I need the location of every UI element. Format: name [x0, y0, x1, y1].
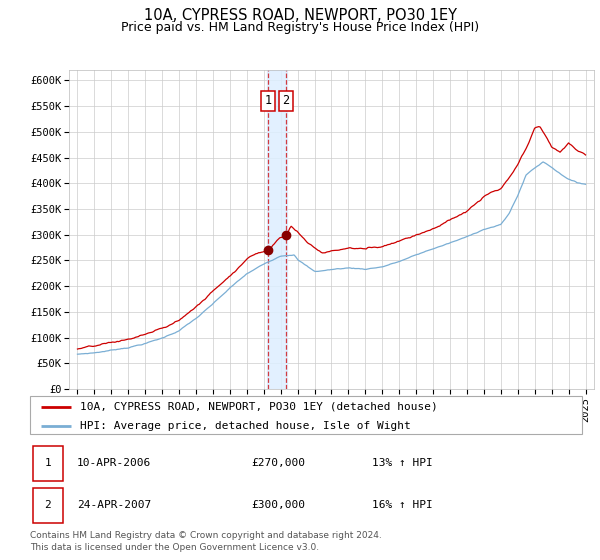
Bar: [267, 70, 287, 389]
Text: Price paid vs. HM Land Registry's House Price Index (HPI): Price paid vs. HM Land Registry's House …: [121, 21, 479, 34]
Text: 16% ↑ HPI: 16% ↑ HPI: [372, 501, 433, 510]
Text: Contains HM Land Registry data © Crown copyright and database right 2024.
This d: Contains HM Land Registry data © Crown c…: [30, 531, 382, 552]
Text: 24-APR-2007: 24-APR-2007: [77, 501, 151, 510]
Text: 2: 2: [283, 95, 290, 108]
Text: 1: 1: [265, 95, 272, 108]
Text: HPI: Average price, detached house, Isle of Wight: HPI: Average price, detached house, Isle…: [80, 421, 410, 431]
Text: £270,000: £270,000: [251, 459, 305, 468]
Text: 2: 2: [44, 501, 51, 510]
Text: 10A, CYPRESS ROAD, NEWPORT, PO30 1EY: 10A, CYPRESS ROAD, NEWPORT, PO30 1EY: [143, 8, 457, 23]
Text: £300,000: £300,000: [251, 501, 305, 510]
Text: 1: 1: [44, 459, 51, 468]
Text: 13% ↑ HPI: 13% ↑ HPI: [372, 459, 433, 468]
Bar: [33, 446, 63, 481]
Bar: [33, 488, 63, 523]
Text: 10A, CYPRESS ROAD, NEWPORT, PO30 1EY (detached house): 10A, CYPRESS ROAD, NEWPORT, PO30 1EY (de…: [80, 402, 437, 412]
Text: 10-APR-2006: 10-APR-2006: [77, 459, 151, 468]
